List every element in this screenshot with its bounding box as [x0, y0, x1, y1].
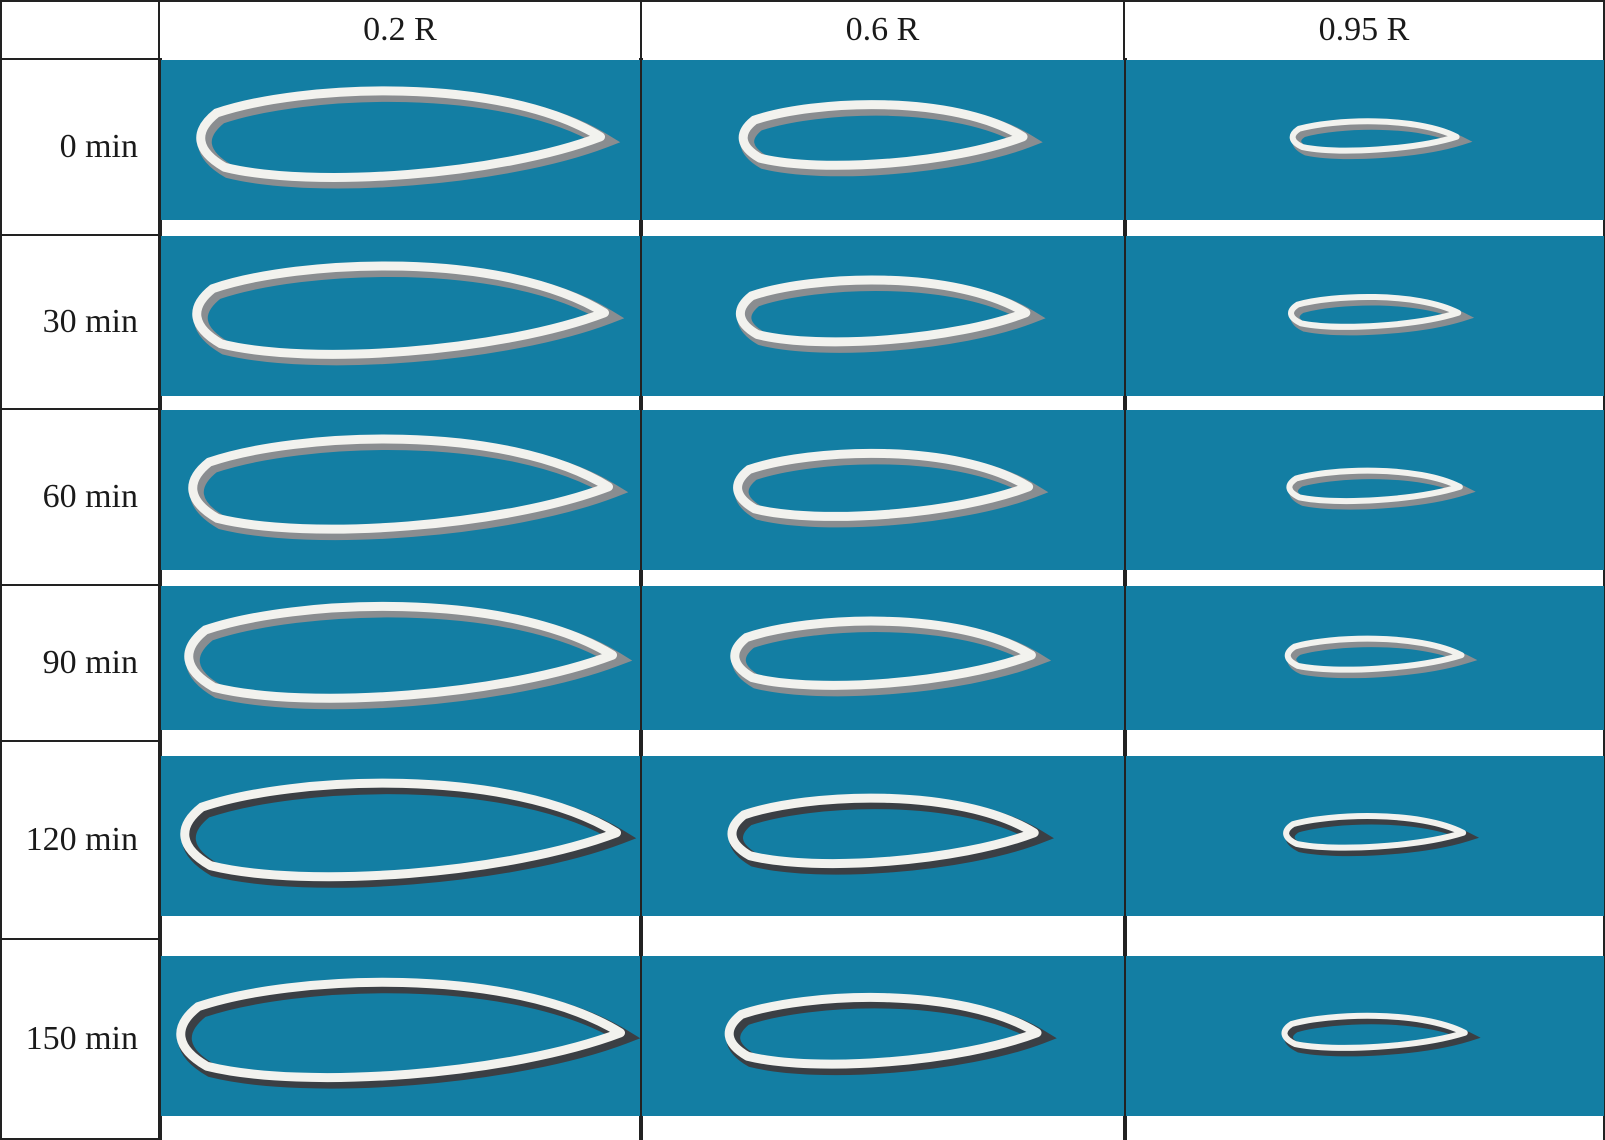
ice-outline [1289, 118, 1460, 154]
ice-outline [1283, 813, 1467, 851]
ice-shape-photo [1126, 410, 1604, 570]
row-label-150min: 150 min [0, 938, 160, 1140]
airfoil-ice-outline [1289, 118, 1473, 160]
ice-shape-photo [642, 60, 1124, 220]
airfoil-ice-outline [1283, 813, 1480, 857]
ice-outline [196, 86, 605, 182]
airfoil-ice-outline [192, 261, 625, 366]
airfoil-ice-outline [184, 601, 633, 710]
ice-shape-photo [1126, 60, 1604, 220]
ice-outline [188, 434, 613, 534]
ice-outline [1288, 293, 1462, 330]
ice-shape-photo [1126, 756, 1604, 916]
airfoil-ice-outline [180, 778, 637, 888]
ice-shape-photo [161, 756, 640, 916]
ice-outline [736, 275, 1031, 347]
airfoil-ice-outline [1286, 467, 1476, 510]
ice-outline [1284, 635, 1465, 673]
airfoil-ice-outline [1288, 293, 1475, 336]
ice-shape-photo [642, 586, 1124, 730]
ice-shadow [181, 780, 637, 888]
airfoil-ice-outline [1284, 635, 1478, 679]
ice-outline [176, 977, 625, 1083]
airfoil-ice-outline [738, 100, 1043, 177]
ice-shape-photo [642, 236, 1124, 396]
airfoil-ice-outline [733, 448, 1049, 528]
ice-outline [738, 100, 1028, 170]
ice-shape-photo [642, 956, 1124, 1116]
ice-outline [1286, 467, 1463, 505]
airfoil-ice-outline [188, 434, 629, 541]
ice-shape-photo [161, 60, 640, 220]
ice-outline [724, 992, 1042, 1069]
ice-shape-photo [1126, 586, 1604, 730]
ice-shape-photo [161, 586, 640, 730]
ice-outline [192, 261, 609, 359]
ice-shape-photo [642, 756, 1124, 916]
ice-outline [730, 616, 1036, 690]
airfoil-ice-outline [736, 275, 1046, 353]
ice-outline [180, 778, 621, 882]
corner-cell [0, 0, 160, 60]
airfoil-ice-outline [196, 86, 621, 189]
ice-shape-photo [161, 410, 640, 570]
column-header-0.2R: 0.2 R [158, 0, 642, 60]
ice-outline [727, 793, 1039, 869]
ice-shape-photo [161, 956, 640, 1116]
column-header-0.95R: 0.95 R [1123, 0, 1605, 60]
ice-shape-photo [1126, 956, 1604, 1116]
row-label-60min: 60 min [0, 408, 160, 586]
row-label-30min: 30 min [0, 234, 160, 410]
row-label-0min: 0 min [0, 58, 160, 236]
airfoil-ice-outline [1281, 1012, 1481, 1057]
ice-shape-photo [161, 236, 640, 396]
row-label-120min: 120 min [0, 740, 160, 940]
ice-outline [1281, 1012, 1468, 1051]
ice-outline [184, 601, 617, 703]
airfoil-ice-outline [727, 793, 1054, 875]
ice-shadow [177, 979, 640, 1089]
ice-shape-photo [1126, 236, 1604, 396]
ice-shape-photo [642, 410, 1124, 570]
airfoil-ice-outline [730, 616, 1052, 697]
row-label-90min: 90 min [0, 584, 160, 742]
airfoil-ice-outline [176, 977, 640, 1089]
ice-outline [733, 448, 1034, 521]
column-header-0.6R: 0.6 R [640, 0, 1125, 60]
airfoil-ice-outline [724, 992, 1057, 1076]
